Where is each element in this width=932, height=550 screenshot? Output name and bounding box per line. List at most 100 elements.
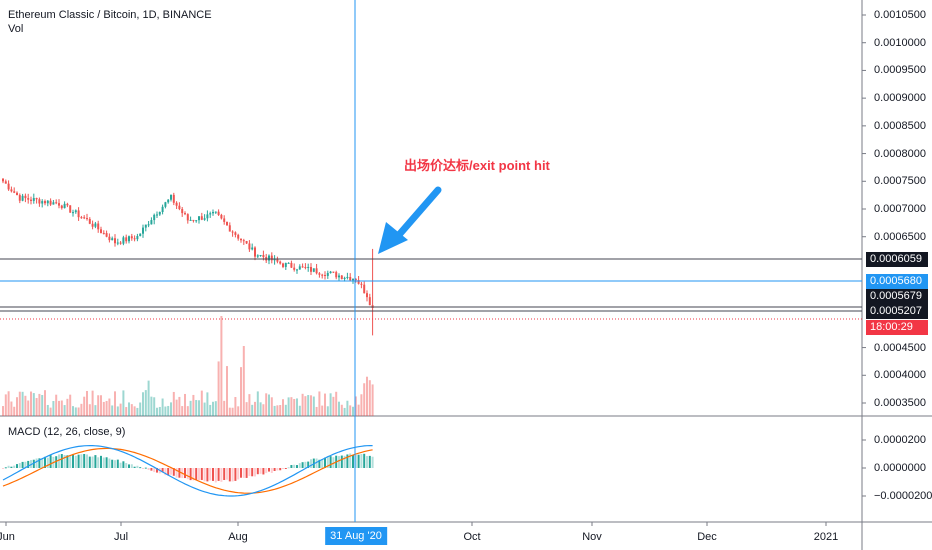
macd-histogram-bar [142,468,144,469]
macd-histogram-bar [147,468,150,470]
macd-histogram-bar [139,467,142,469]
volume-bar [16,397,18,416]
volume-bar [72,406,74,416]
price-tick-label: 0.0004500 [874,341,926,354]
macd-histogram-bar [49,455,52,468]
volume-bar [268,394,270,416]
price-tick-label: 0.0004000 [874,369,926,382]
volume-bar [231,407,234,416]
volume-bar [74,407,77,416]
macd-histogram-bar [226,468,228,480]
candle-body [268,255,270,261]
volume-bar [186,406,189,416]
candle-body [114,238,116,244]
volume-bar [256,391,259,416]
price-tick-label: 0.0010500 [874,9,926,21]
volume-bar [83,396,86,416]
symbol-title[interactable]: Ethereum Classic / Bitcoin, 1D, BINANCE [8,9,212,21]
candle-body [234,232,237,235]
price-tick-label: 0.0006500 [874,230,926,243]
volume-bar [265,393,268,416]
candle-body [72,212,74,214]
candle-body [16,192,18,196]
volume-bar [175,399,178,416]
volume-legend[interactable]: Vol [8,23,24,35]
macd-histogram-bar [24,461,27,468]
macd-histogram-bar [27,460,30,468]
candle-body [209,213,212,215]
volume-bar [349,405,352,416]
macd-histogram-bar [251,468,254,477]
macd-histogram-bar [268,468,270,472]
candle-body [203,218,206,220]
macd-histogram-bar [116,459,119,468]
candle-body [105,233,108,237]
candle-body [226,221,228,226]
candle-body [324,274,326,276]
price-tag-level: 0.0005207 [866,304,928,319]
macd-histogram-bar [21,461,24,468]
macd-histogram-bar [125,463,128,468]
volume-bar [21,391,24,416]
volume-bar [100,395,102,416]
macd-histogram-bar [164,468,167,476]
macd-histogram-bar [175,468,178,478]
volume-bar [46,404,49,416]
volume-bar [240,367,242,416]
candle-body [231,231,234,233]
time-tick-label: Jun [0,531,15,543]
macd-histogram-bar [38,458,41,468]
volume-bar [284,404,287,416]
candle-body [147,224,150,226]
candle-body [83,217,86,219]
candle-body [63,203,66,209]
candle-body [44,201,46,204]
candle-body [338,275,340,278]
volume-bar [363,383,366,416]
macd-histogram-bar [254,468,256,477]
macd-histogram-bar [273,468,276,471]
volume-bar [136,407,139,416]
macd-histogram-bar [178,468,181,478]
macd-histogram-bar [41,459,44,468]
candle-body [349,276,352,281]
candle-body [122,237,125,244]
candle-body [7,183,10,190]
macd-histogram-bar [212,468,214,481]
volume-bar [125,407,128,416]
time-tick-label: Nov [582,531,602,543]
macd-histogram-bar [354,454,357,468]
macd-histogram-bar [220,468,223,482]
macd-histogram-bar [119,462,122,468]
volume-bar [49,407,52,416]
candle-body [245,241,248,244]
volume-bar [172,391,175,416]
volume-bar [242,346,245,416]
candle-body [13,191,16,193]
macd-histogram-bar [214,468,217,483]
macd-histogram-bar [287,467,290,469]
volume-bar [150,396,153,416]
candle-body [184,213,186,215]
candle-body [212,211,214,214]
candle-body [335,272,338,278]
macd-histogram-bar [357,454,360,468]
volume-bar [4,394,7,416]
macd-legend[interactable]: MACD (12, 26, close, 9) [8,426,126,438]
price-tick-label: 0.0009500 [874,64,926,77]
volume-bar [245,402,248,416]
volume-bar [293,398,296,416]
volume-bar [321,405,324,416]
candle-body [150,220,153,225]
candle-body [139,233,142,237]
candle-body [125,237,128,242]
candle-body [340,275,343,279]
macd-histogram-bar [360,454,363,468]
macd-histogram-bar [231,468,234,482]
candle-body [262,254,265,258]
candle-body [346,276,349,278]
candle-body [312,268,315,272]
candle-body [66,203,69,206]
